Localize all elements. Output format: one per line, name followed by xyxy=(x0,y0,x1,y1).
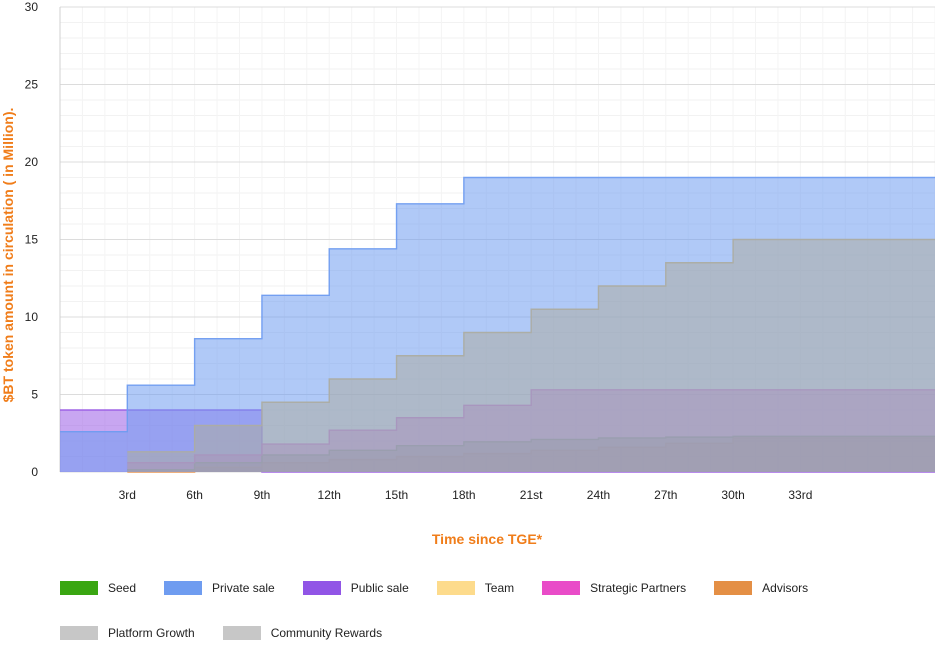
legend-swatch xyxy=(302,581,341,595)
legend-item-public-sale[interactable]: Public sale xyxy=(302,581,409,595)
legend-row: Seed Private sale Public sale Team Strategic… xyxy=(60,577,920,599)
legend-label: Platform Growth xyxy=(108,626,195,640)
x-tick-label: 6th xyxy=(186,488,203,502)
legend-label: Public sale xyxy=(350,581,409,595)
legend-swatch xyxy=(436,581,475,595)
legend-swatch xyxy=(60,581,98,595)
legend-item-community-rewards[interactable]: Community Rewards xyxy=(222,626,383,640)
legend: Seed Private sale Public sale Team Strategic… xyxy=(60,577,920,667)
legend-label: Strategic Partners xyxy=(590,581,687,595)
y-tick-label: 20 xyxy=(25,155,39,169)
chart-stage: 0 5 10 15 20 25 30 3rd 6th 9th 12th 15th 18th 21st 24t… xyxy=(0,0,935,640)
legend-label: Private sale xyxy=(212,581,275,595)
series-area-private-sale xyxy=(60,177,935,472)
x-axis-title: Time since TGE* xyxy=(432,531,543,547)
x-tick-label: 3rd xyxy=(119,488,136,502)
legend-swatch xyxy=(60,626,98,640)
legend-item-seed[interactable]: Seed xyxy=(60,581,136,595)
legend-swatch xyxy=(222,626,261,640)
legend-item-private-sale[interactable]: Private sale xyxy=(164,581,275,595)
series-line-private-sale xyxy=(60,176,935,433)
chart-svg: 0 5 10 15 20 25 30 3rd 6th 9th 12th 15th 18th 21st 24t… xyxy=(0,0,935,547)
x-tick-label: 33rd xyxy=(788,488,812,502)
legend-item-team[interactable]: Team xyxy=(436,581,515,595)
x-tick-label: 21st xyxy=(520,488,543,502)
legend-item-platform-growth[interactable]: Platform Growth xyxy=(60,626,195,640)
y-tick-label: 15 xyxy=(25,233,39,247)
legend-label: Seed xyxy=(108,581,137,595)
x-tick-label: 30th xyxy=(721,488,744,502)
legend-label: Community Rewards xyxy=(270,626,383,640)
x-tick-label: 9th xyxy=(254,488,271,502)
y-tick-label: 10 xyxy=(25,310,39,324)
x-tick-label: 18th xyxy=(452,488,475,502)
legend-swatch xyxy=(542,581,581,595)
legend-row: Platform Growth Community Rewards xyxy=(60,622,920,644)
legend-swatch xyxy=(164,581,203,595)
y-tick-label: 0 xyxy=(31,465,38,479)
legend-swatch xyxy=(714,581,753,595)
y-tick-label: 5 xyxy=(31,388,38,402)
y-tick-label: 25 xyxy=(25,78,39,92)
y-tick-label: 30 xyxy=(25,0,39,14)
y-axis-title: $BT token amount in circulation ( in Mil… xyxy=(0,108,16,403)
legend-label: Advisors xyxy=(762,581,809,595)
legend-item-strategic-partners[interactable]: Strategic Partners xyxy=(542,581,686,595)
x-tick-label: 24th xyxy=(587,488,610,502)
x-tick-label: 27th xyxy=(654,488,677,502)
legend-label: Team xyxy=(484,581,515,595)
legend-item-advisors[interactable]: Advisors xyxy=(714,581,808,595)
x-tick-label: 12th xyxy=(318,488,341,502)
x-tick-label: 15th xyxy=(385,488,408,502)
